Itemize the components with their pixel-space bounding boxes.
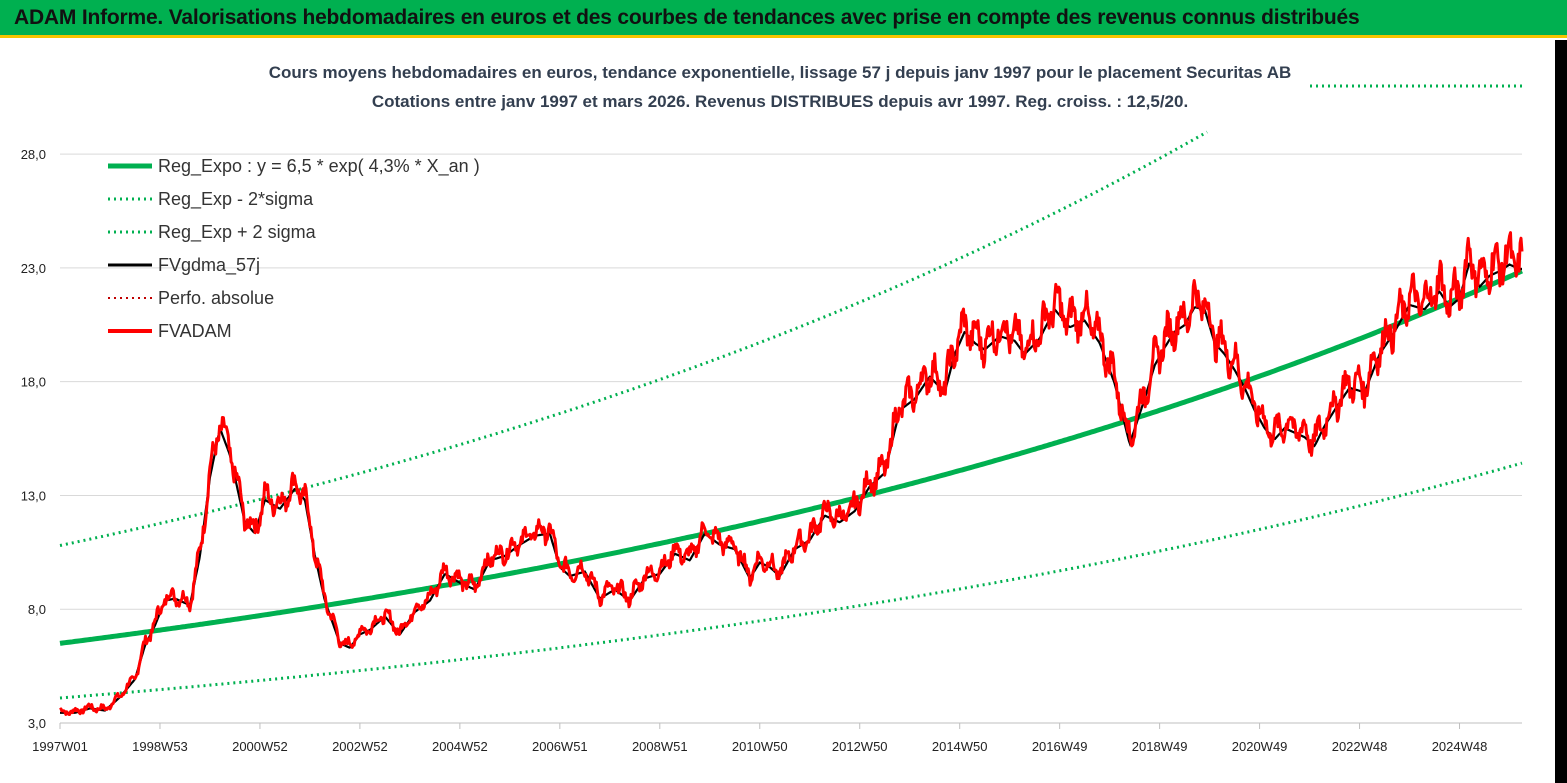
reg-sigma-line — [59, 130, 1208, 547]
fvgdma-line — [60, 262, 1522, 714]
chart-subtitle: Cotations entre janv 1997 et mars 2026. … — [371, 92, 1189, 111]
report-header: ADAM Informe. Valorisations hebdomadaire… — [0, 0, 1567, 38]
y-tick-label: 18,0 — [21, 375, 46, 390]
legend-label: Reg_Expo : y = 6,5 * exp( 4,3% * X_an ) — [158, 156, 480, 177]
x-tick-label: 2022W48 — [1332, 739, 1388, 754]
x-tick-label: 1997W01 — [32, 739, 88, 754]
legend-label: FVADAM — [158, 321, 232, 341]
y-tick-label: 3,0 — [28, 716, 46, 731]
y-tick-label: 28,0 — [21, 147, 46, 162]
x-tick-label: 2010W50 — [732, 739, 788, 754]
chart-axes: 3,0 8,0 13,0 18,0 23,0 28,0 1997W01 1998W53 2000… — [21, 147, 1522, 754]
chart-series — [59, 130, 1524, 716]
x-tick-label: 2024W48 — [1432, 739, 1488, 754]
chart-legend: Reg_Expo : y = 6,5 * exp( 4,3% * X_an ) R… — [108, 156, 480, 341]
x-tick-label: 2008W51 — [632, 739, 688, 754]
chart-title: Cours moyens hebdomadaires en euros, ten… — [268, 63, 1292, 82]
x-tick-label: 2000W52 — [232, 739, 288, 754]
reg-expo-line — [59, 268, 1524, 646]
x-tick-label: 2006W51 — [532, 739, 588, 754]
y-tick-label: 13,0 — [21, 488, 46, 503]
x-tick-label: 2020W49 — [1232, 739, 1288, 754]
legend-label: Reg_Exp + 2 sigma — [158, 222, 317, 243]
x-tick-label: 2014W50 — [932, 739, 988, 754]
y-tick-label: 8,0 — [28, 602, 46, 617]
report-title: ADAM Informe. Valorisations hebdomadaire… — [14, 6, 1360, 29]
x-tick-label: 2004W52 — [432, 739, 488, 754]
x-tick-label: 1998W53 — [132, 739, 188, 754]
x-tick-label: 2002W52 — [332, 739, 388, 754]
x-tick-label: 2018W49 — [1132, 739, 1188, 754]
x-tick-label: 2012W50 — [832, 739, 888, 754]
reg-sigma-line — [59, 461, 1523, 700]
x-tick-label: 2016W49 — [1032, 739, 1088, 754]
right-border — [1555, 40, 1567, 783]
legend-label: Reg_Exp - 2*sigma — [158, 189, 314, 210]
fvadam-line — [59, 231, 1524, 716]
y-tick-label: 23,0 — [21, 261, 46, 276]
legend-label: FVgdma_57j — [158, 255, 260, 276]
legend-label: Perfo. absolue — [158, 288, 274, 308]
